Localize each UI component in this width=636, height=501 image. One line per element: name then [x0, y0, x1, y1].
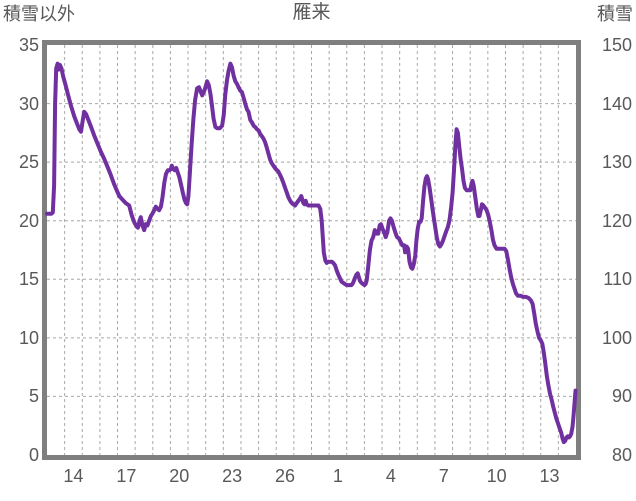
left-axis-tick-label: 30	[18, 93, 39, 114]
right-axis-tick-label: 150	[601, 35, 632, 55]
series-line	[45, 61, 578, 445]
right-axis-tick-label: 100	[601, 327, 632, 348]
left-axis-tick-label: 10	[18, 327, 39, 348]
x-axis-tick-label: 7	[438, 466, 449, 486]
left-axis-title: 積雪以外	[3, 4, 75, 24]
right-axis-tick-label: 120	[601, 210, 632, 231]
x-axis-tick-label: 14	[63, 466, 84, 486]
right-axis-tick-label: 130	[601, 152, 632, 173]
x-axis-tick-label: 4	[385, 466, 396, 486]
x-axis-tick-label: 10	[486, 466, 507, 486]
right-axis-tick-label: 90	[611, 386, 632, 407]
x-axis-tick-label: 17	[116, 466, 137, 486]
left-axis-tick-label: 35	[18, 35, 39, 55]
left-axis-tick-label: 15	[18, 269, 39, 290]
x-axis-tick-label: 1	[332, 466, 343, 486]
left-axis-tick-label: 0	[28, 445, 39, 465]
left-axis-tick-label: 25	[18, 152, 39, 173]
x-axis-tick-label: 23	[222, 466, 243, 486]
right-axis-tick-label: 110	[603, 269, 632, 290]
left-axis-tick-label: 5	[28, 386, 39, 407]
right-axis-tick-label: 140	[601, 93, 632, 114]
right-axis-tick-label: 80	[611, 445, 632, 465]
right-axis-title: 積雪	[597, 4, 633, 24]
chart-title: 雁来	[292, 2, 331, 23]
left-axis-tick-label: 20	[18, 210, 39, 231]
x-axis-tick-label: 20	[169, 466, 190, 486]
x-axis-tick-label: 13	[539, 466, 560, 486]
x-axis-tick-label: 26	[275, 466, 296, 486]
plot-frame	[42, 40, 581, 460]
